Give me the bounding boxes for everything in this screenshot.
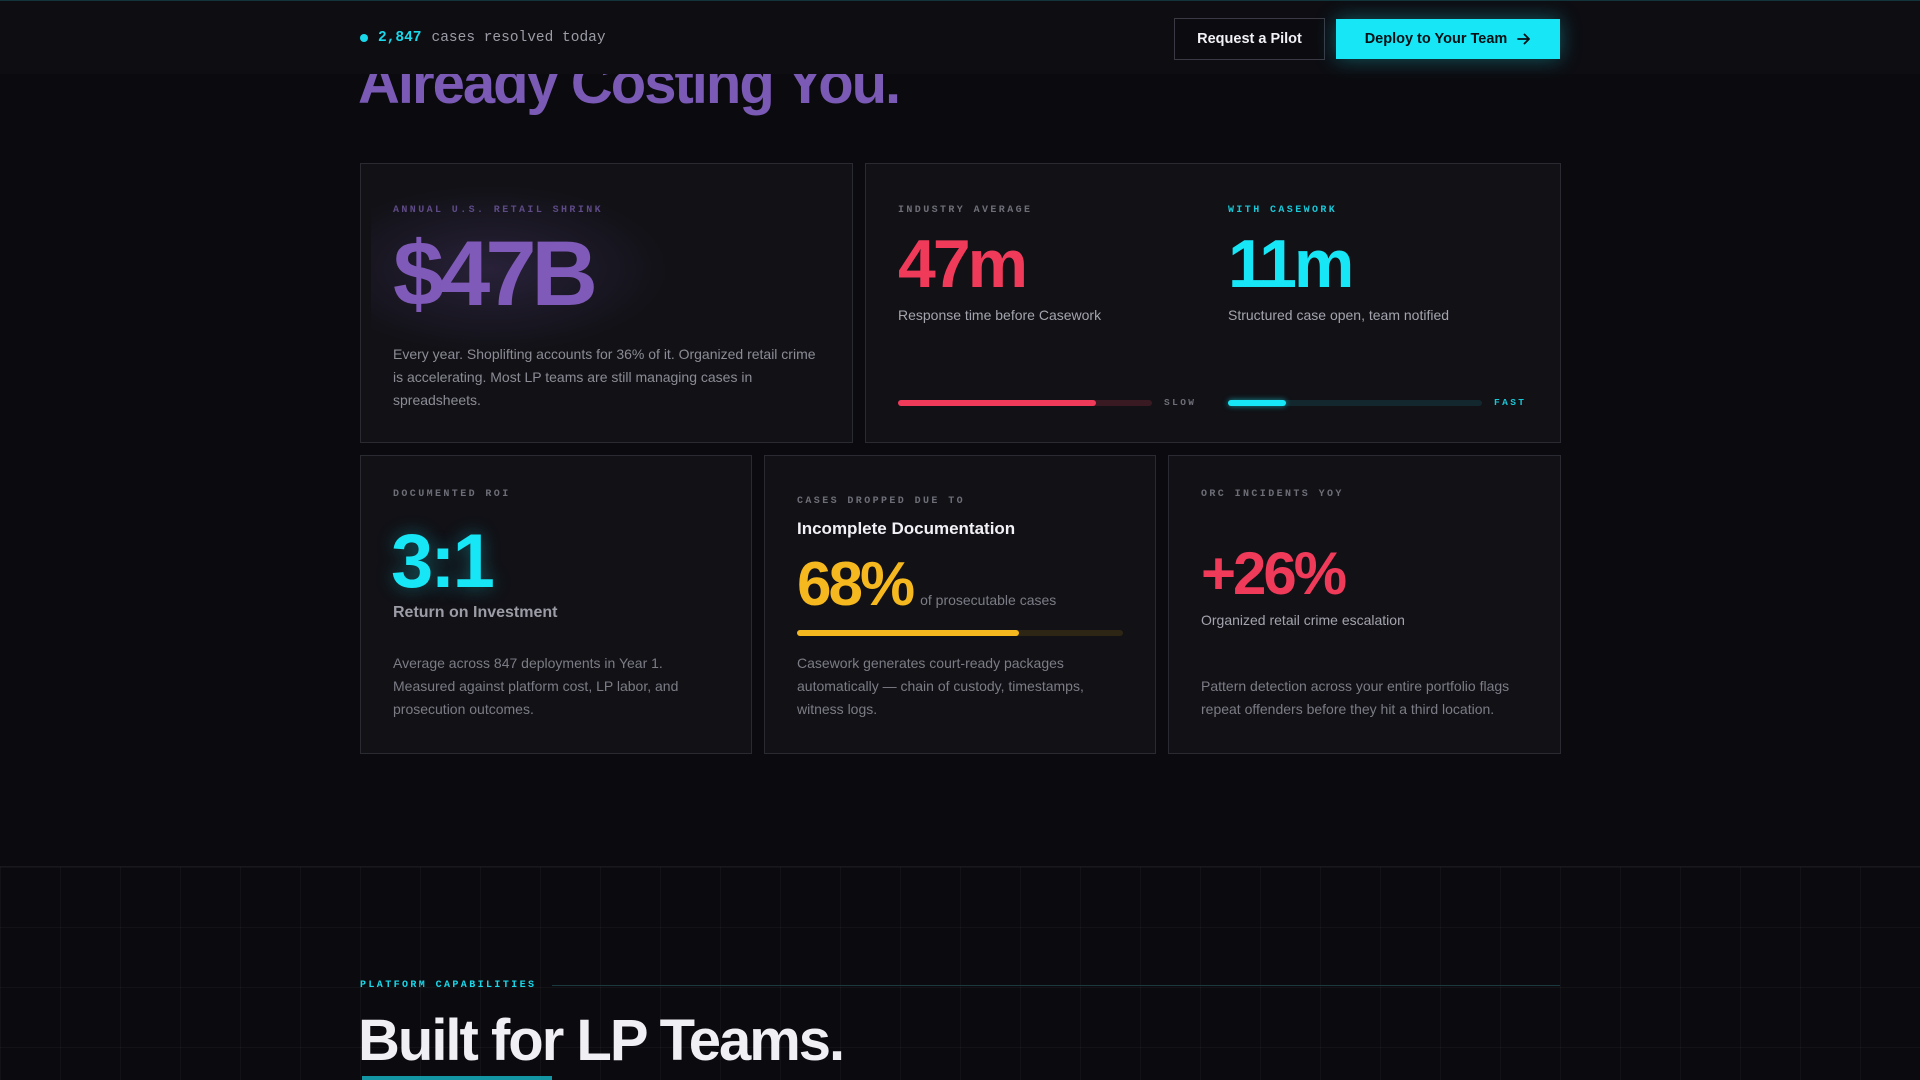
orc-label: ORC INCIDENTS YOY (1201, 489, 1344, 500)
retail-shrink-card: ANNUAL U.S. RETAIL SHRINK $47B Every yea… (360, 163, 853, 443)
dropped-value-suffix: of prosecutable cases (920, 592, 1057, 608)
orc-incidents-card: ORC INCIDENTS YOY +26% Organized retail … (1168, 455, 1561, 754)
roi-description: Average across 847 deployments in Year 1… (393, 655, 679, 717)
roi-card: DOCUMENTED ROI 3:1 Return on Investment … (360, 455, 752, 754)
orc-value: +26% (1201, 540, 1347, 607)
purple-glow (371, 184, 671, 354)
cases-resolved-status: 2,847 cases resolved today (360, 30, 606, 46)
capabilities-label-row: PLATFORM CAPABILITIES (360, 980, 1560, 991)
dropped-cases-card: CASES DROPPED DUE TO Incomplete Document… (764, 455, 1156, 754)
top-bar: 2,847 cases resolved today Request a Pil… (0, 0, 1920, 74)
capabilities-section: PLATFORM CAPABILITIES Built for LP Teams… (0, 866, 1920, 1080)
status-text: cases resolved today (431, 30, 606, 46)
industry-average-label: INDUSTRY AVERAGE (898, 205, 1033, 216)
fast-label: FAST (1494, 397, 1527, 408)
orc-caption: Organized retail crime escalation (1201, 612, 1405, 628)
with-casework-label: WITH CASEWORK (1228, 205, 1338, 216)
slow-label: SLOW (1164, 397, 1197, 408)
dropped-title: Incomplete Documentation (797, 519, 1016, 538)
deploy-label: Deploy to Your Team (1364, 31, 1508, 47)
industry-average-caption: Response time before Casework (898, 307, 1102, 323)
shrink-value: $47B (393, 223, 598, 325)
dropped-description: Casework generates court-ready packages … (797, 655, 1084, 717)
capabilities-subtitle-fragment (362, 1076, 552, 1080)
slow-bar-fill (898, 400, 1097, 406)
response-time-card: INDUSTRY AVERAGE 47m Response time befor… (865, 163, 1561, 443)
request-pilot-button[interactable]: Request a Pilot (1174, 18, 1325, 60)
dropped-value: 68% (797, 550, 915, 619)
roi-subtitle: Return on Investment (393, 604, 558, 621)
capabilities-divider (552, 985, 1560, 986)
dropped-label: CASES DROPPED DUE TO (797, 496, 966, 507)
casework-caption: Structured case open, team notified (1228, 307, 1450, 323)
roi-label: DOCUMENTED ROI (393, 489, 511, 500)
fast-bar-track (1228, 400, 1482, 406)
dropped-value-row: 68% of prosecutable cases (797, 554, 1056, 616)
capabilities-label: PLATFORM CAPABILITIES (360, 980, 537, 991)
request-pilot-label: Request a Pilot (1197, 31, 1302, 47)
casework-value: 11m (1228, 226, 1354, 302)
dropped-bar-track (797, 630, 1123, 636)
status-count: 2,847 (378, 30, 422, 46)
orc-description: Pattern detection across your entire por… (1201, 678, 1510, 717)
capabilities-title: Built for LP Teams. (358, 1008, 845, 1073)
industry-average-value: 47m (898, 226, 1028, 302)
deploy-to-team-button[interactable]: Deploy to Your Team (1336, 19, 1560, 59)
shrink-description: Every year. Shoplifting accounts for 36%… (393, 346, 816, 408)
live-status-dot-icon (360, 34, 368, 42)
arrow-right-icon (1517, 33, 1531, 45)
shrink-label: ANNUAL U.S. RETAIL SHRINK (393, 205, 604, 216)
dropped-bar-fill (797, 630, 1019, 636)
fast-bar-fill (1228, 400, 1287, 406)
roi-value: 3:1 (391, 519, 495, 604)
slow-bar-track (898, 400, 1152, 406)
